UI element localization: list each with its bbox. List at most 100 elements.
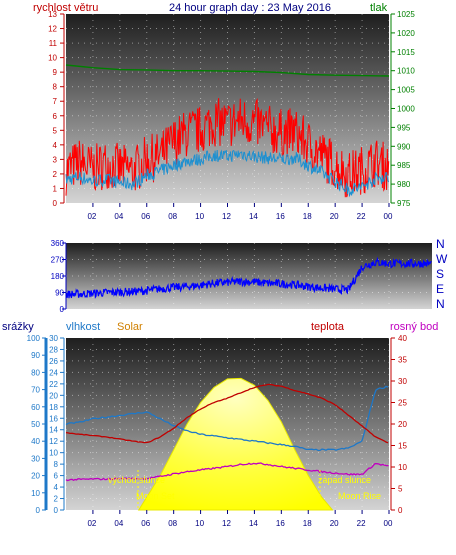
humidity-tick-label: 24 xyxy=(49,368,58,377)
direction-panel-background xyxy=(66,243,432,309)
wind-direction-line xyxy=(65,256,432,299)
pressure-tick-label: 1000 xyxy=(397,105,415,114)
pressure-tick-label: 1025 xyxy=(397,10,415,19)
moonrise-label: Moon Rise xyxy=(338,491,381,501)
humidity-line xyxy=(65,385,389,452)
wind-speed-tick-label: 1 xyxy=(53,184,58,193)
time-tick-label: 18 xyxy=(303,519,312,528)
rain-axis-ticks: 0 10 20 30 40 50 60 70 80 90 100 xyxy=(27,334,46,515)
humidity-tick-label: 10 xyxy=(49,449,58,458)
time-tick-label: 14 xyxy=(249,212,258,221)
rain-tick-label: 70 xyxy=(31,386,40,395)
dewpoint-axis-title: rosný bod xyxy=(390,321,438,333)
wind-speed-tick-label: 9 xyxy=(53,68,58,77)
humidity-tick-label: 16 xyxy=(49,414,58,423)
pressure-tick-label: 1005 xyxy=(397,86,415,95)
time-tick-label: 22 xyxy=(357,212,366,221)
temp-panel-time-ticks: 02 04 06 08 10 12 14 16 18 20 22 00 xyxy=(87,510,393,528)
wind-panel-time-ticks: 02 04 06 08 10 12 14 16 18 20 22 00 xyxy=(87,203,393,221)
direction-tick-label: 270 xyxy=(51,256,65,265)
time-tick-label: 00 xyxy=(384,212,393,221)
rain-tick-label: 10 xyxy=(31,489,40,498)
time-tick-label: 18 xyxy=(303,212,312,221)
wind-gust-line xyxy=(65,98,390,198)
wind-speed-tick-label: 2 xyxy=(53,170,58,179)
time-tick-label: 10 xyxy=(195,519,204,528)
wind-speed-axis-title: rychlost větru xyxy=(33,2,98,14)
wind-speed-tick-label: 0 xyxy=(53,199,58,208)
wind-panel-background xyxy=(66,14,389,203)
pressure-axis-ticks: 975 980 985 990 995 1000 1005 1010 1015 1020 1025 xyxy=(391,10,415,208)
humidity-tick-label: 26 xyxy=(49,357,58,366)
pressure-tick-label: 1015 xyxy=(397,48,415,57)
wind-speed-tick-label: 10 xyxy=(48,54,57,63)
time-tick-label: 20 xyxy=(330,519,339,528)
time-tick-label: 20 xyxy=(330,212,339,221)
time-tick-label: 08 xyxy=(168,519,177,528)
humidity-tick-label: 22 xyxy=(49,380,58,389)
wind-speed-tick-label: 6 xyxy=(53,112,58,121)
rain-tick-label: 100 xyxy=(27,334,41,343)
solar-radiation-area xyxy=(137,377,334,511)
pressure-tick-label: 990 xyxy=(397,142,411,151)
time-tick-label: 12 xyxy=(222,519,231,528)
wind-speed-tick-label: 8 xyxy=(53,83,58,92)
temperature-tick-label: 0 xyxy=(398,506,403,515)
rain-tick-label: 20 xyxy=(31,472,40,481)
wind-speed-tick-label: 7 xyxy=(53,97,58,106)
solar-axis-title: Solar xyxy=(117,321,143,333)
compass-letter-s: S xyxy=(436,267,444,281)
temperature-tick-label: 30 xyxy=(398,377,407,386)
humidity-tick-label: 30 xyxy=(49,334,58,343)
pressure-tick-label: 995 xyxy=(397,123,411,132)
pressure-tick-label: 1020 xyxy=(397,29,415,38)
wind-speed-tick-label: 13 xyxy=(48,10,57,19)
compass-letter-n: N xyxy=(436,297,445,311)
wind-speed-tick-label: 5 xyxy=(53,126,58,135)
time-tick-label: 12 xyxy=(222,212,231,221)
direction-tick-label: 0 xyxy=(60,305,65,314)
pressure-tick-label: 980 xyxy=(397,180,411,189)
compass-letter-n: N xyxy=(436,237,445,251)
humidity-tick-label: 14 xyxy=(49,426,58,435)
pressure-tick-label: 1010 xyxy=(397,67,415,76)
humidity-tick-label: 0 xyxy=(54,506,59,515)
humidity-tick-label: 2 xyxy=(54,495,59,504)
temperature-tick-label: 10 xyxy=(398,463,407,472)
rain-tick-label: 80 xyxy=(31,368,40,377)
time-tick-label: 06 xyxy=(141,212,150,221)
rain-tick-label: 30 xyxy=(31,454,40,463)
temperature-line xyxy=(65,383,389,444)
time-tick-label: 04 xyxy=(114,519,123,528)
temperature-tick-label: 15 xyxy=(398,442,407,451)
temperature-tick-label: 35 xyxy=(398,356,407,365)
moonset-label: Moon Set xyxy=(136,491,175,501)
wind-speed-tick-label: 4 xyxy=(53,141,58,150)
rain-tick-label: 60 xyxy=(31,403,40,412)
temperature-tick-label: 5 xyxy=(398,485,403,494)
temperature-tick-label: 25 xyxy=(398,399,407,408)
time-tick-label: 22 xyxy=(357,519,366,528)
time-tick-label: 08 xyxy=(168,212,177,221)
pressure-line xyxy=(65,64,390,77)
time-tick-label: 16 xyxy=(276,212,285,221)
sunrise-label: východ slunce xyxy=(108,475,165,485)
temperature-axis-ticks: 0 5 10 15 20 25 30 35 40 xyxy=(391,334,407,515)
temperature-tick-label: 20 xyxy=(398,420,407,429)
time-tick-label: 06 xyxy=(141,519,150,528)
pressure-tick-label: 985 xyxy=(397,161,411,170)
dewpoint-line xyxy=(65,462,389,482)
pressure-axis-title: tlak xyxy=(370,2,388,14)
direction-tick-label: 180 xyxy=(51,272,65,281)
humidity-tick-label: 6 xyxy=(54,472,59,481)
chart-title: 24 hour graph day : 23 May 2016 xyxy=(169,2,331,14)
wind-speed-tick-label: 11 xyxy=(49,39,58,48)
temperature-axis-title: teplota xyxy=(311,321,345,333)
humidity-tick-label: 18 xyxy=(49,403,58,412)
direction-axis-ticks: 0 90 180 270 360 xyxy=(51,239,66,314)
time-tick-label: 16 xyxy=(276,519,285,528)
time-tick-label: 10 xyxy=(195,212,204,221)
